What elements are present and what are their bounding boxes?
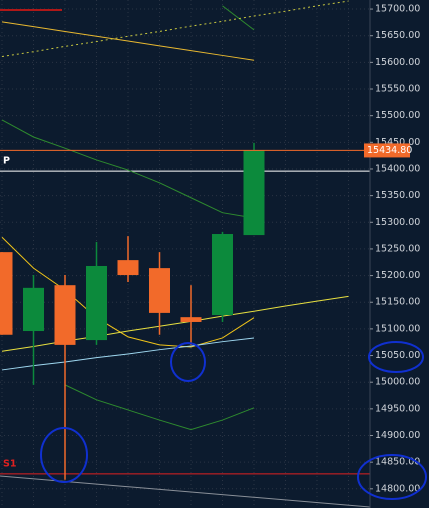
indicator-line bbox=[222, 5, 255, 31]
candle-body bbox=[54, 285, 76, 345]
candle-body bbox=[0, 252, 13, 335]
candle-body bbox=[86, 265, 107, 341]
y-tick-label: 15550.00 bbox=[375, 84, 420, 95]
y-tick-label: 15000.00 bbox=[375, 377, 420, 388]
candle-body bbox=[23, 287, 44, 332]
y-tick-label: 15350.00 bbox=[375, 190, 420, 201]
y-tick-label: 15200.00 bbox=[375, 270, 420, 281]
level-label: S1 bbox=[3, 458, 16, 469]
y-tick-label: 15150.00 bbox=[375, 297, 420, 308]
y-tick-label: 14800.00 bbox=[375, 483, 420, 494]
indicator-line bbox=[1, 236, 255, 348]
y-tick-label: 15300.00 bbox=[375, 217, 420, 228]
last-price-box bbox=[364, 143, 410, 158]
indicator-line bbox=[64, 384, 255, 431]
y-tick-label: 15600.00 bbox=[375, 57, 420, 68]
candle-body bbox=[212, 234, 233, 316]
candle-body bbox=[117, 260, 139, 276]
grid bbox=[0, 0, 370, 508]
y-tick-label: 14950.00 bbox=[375, 403, 420, 414]
candle-body bbox=[243, 150, 265, 236]
y-tick-label: 14850.00 bbox=[375, 457, 420, 468]
last-price-label: 15434.80 bbox=[367, 145, 412, 156]
annotations bbox=[40, 341, 427, 500]
candle-body bbox=[180, 317, 202, 322]
y-tick-label: 15250.00 bbox=[375, 243, 420, 254]
candle-body bbox=[149, 268, 170, 313]
annotation-circle bbox=[170, 342, 206, 382]
y-axis: 14800.00 14850.00 14900.00 14950.00 15000.00… bbox=[370, 4, 420, 494]
indicator-line bbox=[1, 21, 255, 61]
y-tick-label: 15500.00 bbox=[375, 110, 420, 121]
y-tick-label: 14900.00 bbox=[375, 430, 420, 441]
indicator-line bbox=[1, 337, 255, 371]
y-tick-label: 15400.00 bbox=[375, 163, 420, 174]
y-tick-label: 15650.00 bbox=[375, 30, 420, 41]
level-label: P bbox=[3, 156, 10, 167]
indicator-line bbox=[1, 0, 349, 57]
annotation-circle bbox=[40, 427, 88, 483]
y-tick-label: 15450.00 bbox=[375, 137, 420, 148]
annotation-circle bbox=[368, 341, 424, 373]
y-tick-label: 15100.00 bbox=[375, 323, 420, 334]
plot: P S1 bbox=[0, 0, 370, 508]
annotation-circle bbox=[357, 454, 427, 500]
y-tick-label: 15050.00 bbox=[375, 350, 420, 361]
y-tick-label: 15700.00 bbox=[375, 4, 420, 15]
indicator-line bbox=[1, 119, 255, 219]
